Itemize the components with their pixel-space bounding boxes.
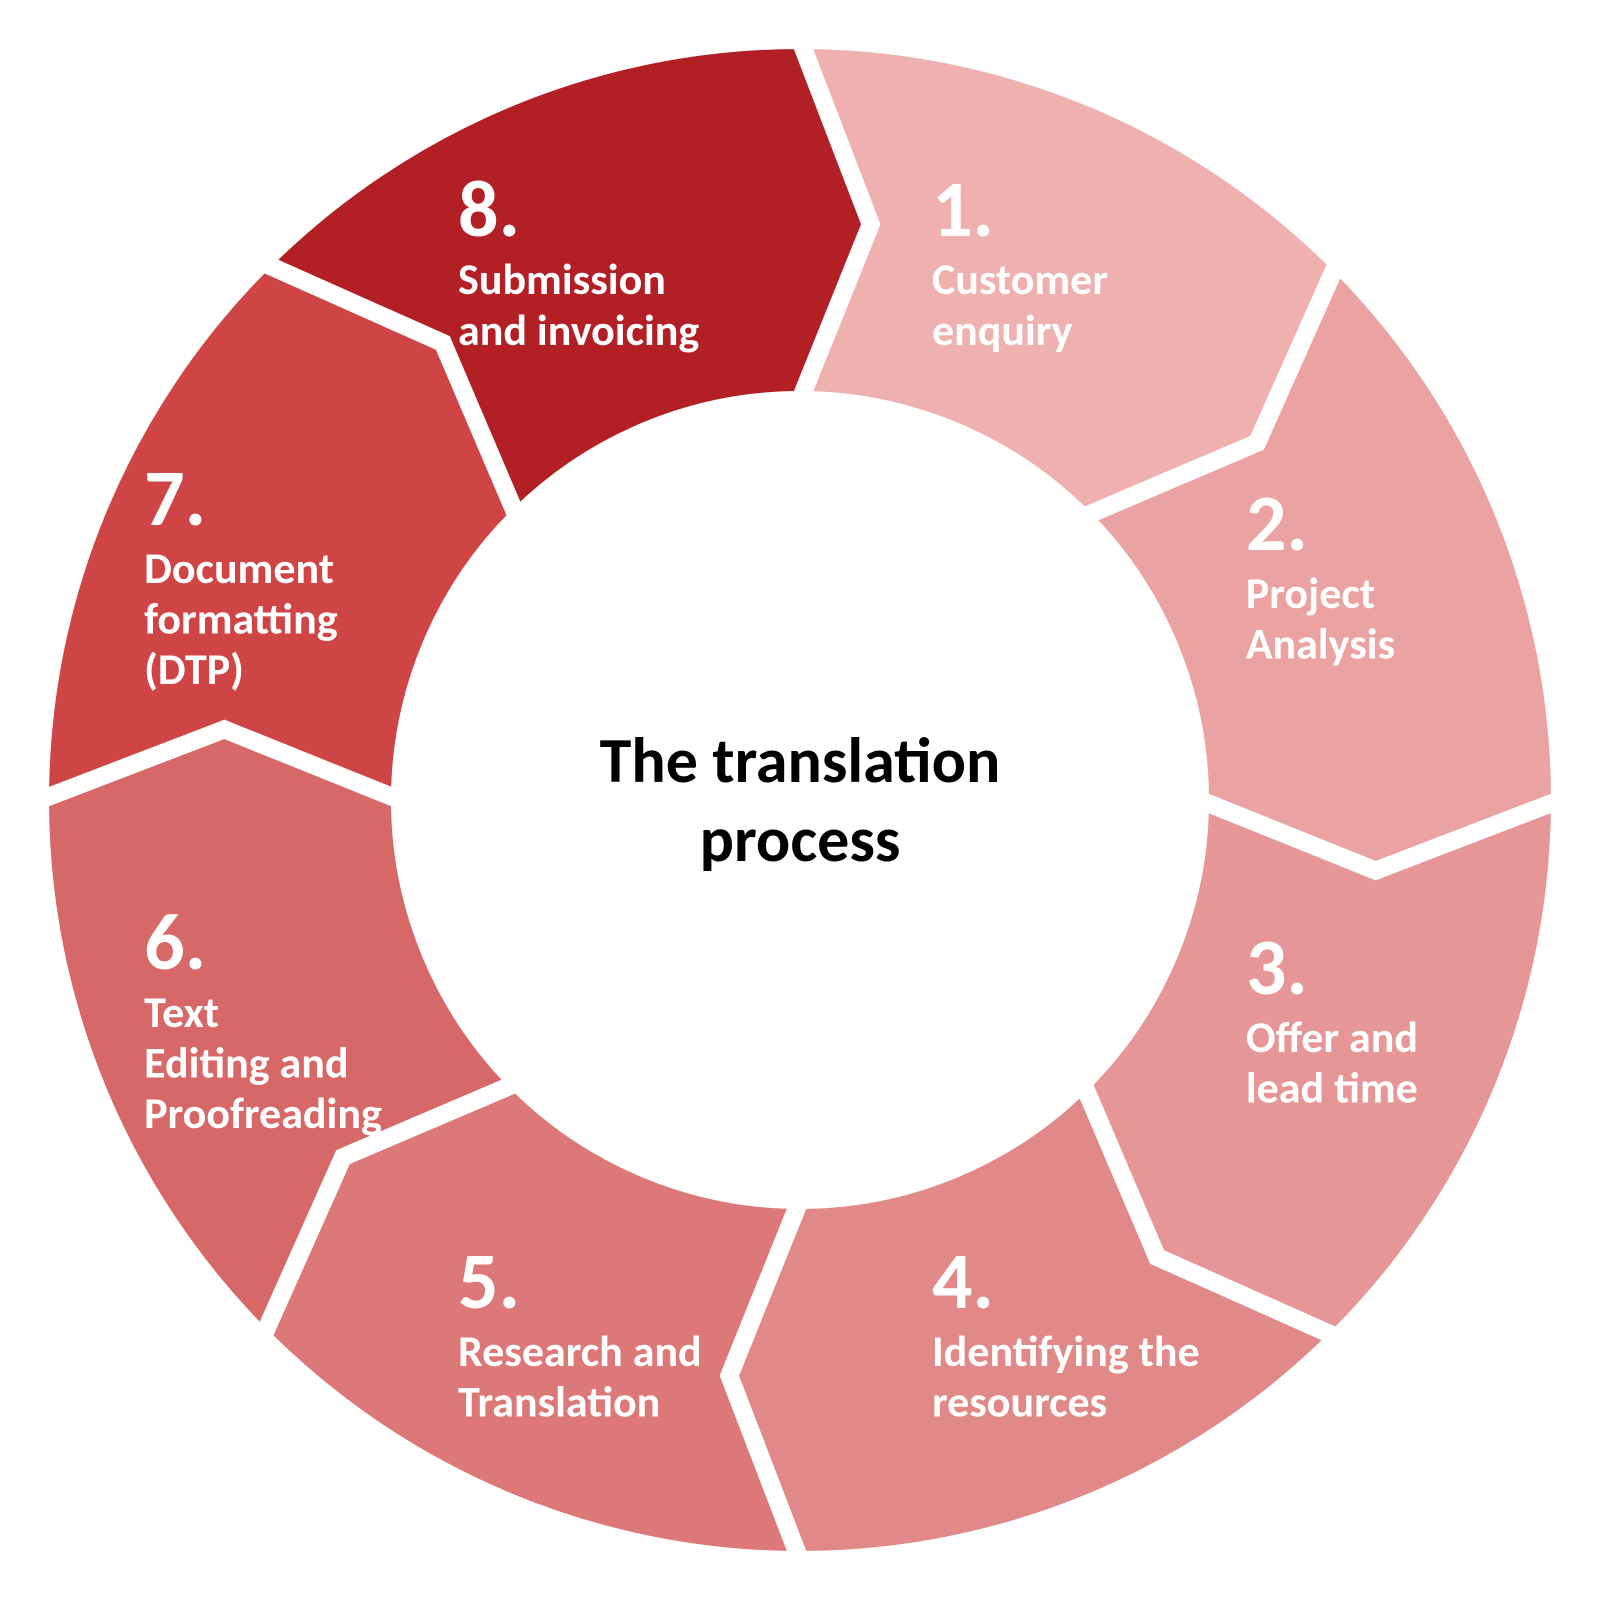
center-title-line-1: The translation [600,722,1001,800]
segment-5-label-line-2: Translation [458,1375,660,1429]
segment-4-label-line-1: Identifying the [932,1324,1200,1378]
segment-6-label-line-3: Proofreading [144,1086,382,1140]
segment-2-label-line-1: Project [1246,566,1375,620]
segment-5-number: 5. [458,1233,520,1330]
segment-7-label-line-1: Document [144,541,334,595]
segment-4-label-line-2: resources [932,1375,1107,1429]
segment-1-label-line-2: enquiry [932,303,1073,357]
segment-2-number: 2. [1246,475,1308,572]
segment-8-label-line-2: and invoicing [458,303,699,357]
segment-5-label-line-1: Research and [458,1324,702,1378]
segment-7-label-line-2: formatting [144,591,338,645]
segment-6-label-line-1: Text [144,985,219,1039]
diagram-svg: 1.Customerenquiry 2.ProjectAnalysis 3.Offe… [0,0,1600,1600]
segment-8-label-line-1: Submission [458,252,666,306]
segment-3-label-line-1: Offer and [1246,1010,1418,1064]
segment-3-label-line-2: lead time [1246,1061,1418,1115]
segment-6-label-line-2: Editing and [144,1035,348,1089]
segment-1-label-line-1: Customer [932,252,1108,306]
segment-8-number: 8. [458,161,520,258]
segment-4-number: 4. [932,1233,994,1330]
segment-1-number: 1. [932,161,994,258]
segment-3-number: 3. [1246,919,1308,1016]
segment-6-number: 6. [144,894,206,991]
center-title-line-2: process [700,801,901,879]
segment-7-number: 7. [144,450,206,547]
segment-7-label-line-3: (DTP) [144,642,244,696]
segment-2-label-line-2: Analysis [1246,617,1395,671]
translation-process-diagram: 1.Customerenquiry 2.ProjectAnalysis 3.Offe… [0,0,1600,1600]
